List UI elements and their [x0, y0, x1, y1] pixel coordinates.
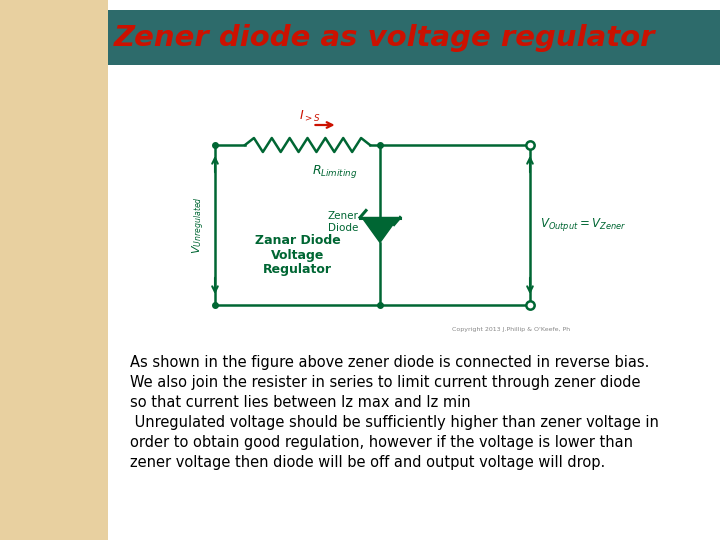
Text: zener voltage then diode will be off and output voltage will drop.: zener voltage then diode will be off and…: [130, 455, 606, 470]
Polygon shape: [362, 218, 398, 242]
Text: so that current lies between Iz max and Iz min: so that current lies between Iz max and …: [130, 395, 471, 410]
Text: We also join the resister in series to limit current through zener diode: We also join the resister in series to l…: [130, 375, 641, 390]
Text: As shown in the figure above zener diode is connected in reverse bias.: As shown in the figure above zener diode…: [130, 355, 649, 370]
Text: Zener
Diode: Zener Diode: [327, 211, 358, 233]
Bar: [108, 10, 720, 65]
Text: order to obtain good regulation, however if the voltage is lower than: order to obtain good regulation, however…: [130, 435, 633, 450]
Text: Copyright 2013 J.Phillip & O'Keefe, Ph: Copyright 2013 J.Phillip & O'Keefe, Ph: [452, 327, 570, 332]
Bar: [0, 0, 108, 540]
Text: $V_{Unregulated}$: $V_{Unregulated}$: [191, 196, 207, 254]
Bar: [108, 0, 720, 540]
Text: Zener diode as voltage regulator: Zener diode as voltage regulator: [114, 24, 655, 51]
Text: Zanar Diode
Voltage
Regulator: Zanar Diode Voltage Regulator: [255, 233, 341, 276]
Text: $R_{Limiting}$: $R_{Limiting}$: [312, 163, 358, 180]
Text: $V_{Output} = V_{Zener}$: $V_{Output} = V_{Zener}$: [540, 217, 626, 233]
Text: Unregulated voltage should be sufficiently higher than zener voltage in: Unregulated voltage should be sufficient…: [130, 415, 659, 430]
Text: $I_{>S}$: $I_{>S}$: [299, 109, 320, 124]
